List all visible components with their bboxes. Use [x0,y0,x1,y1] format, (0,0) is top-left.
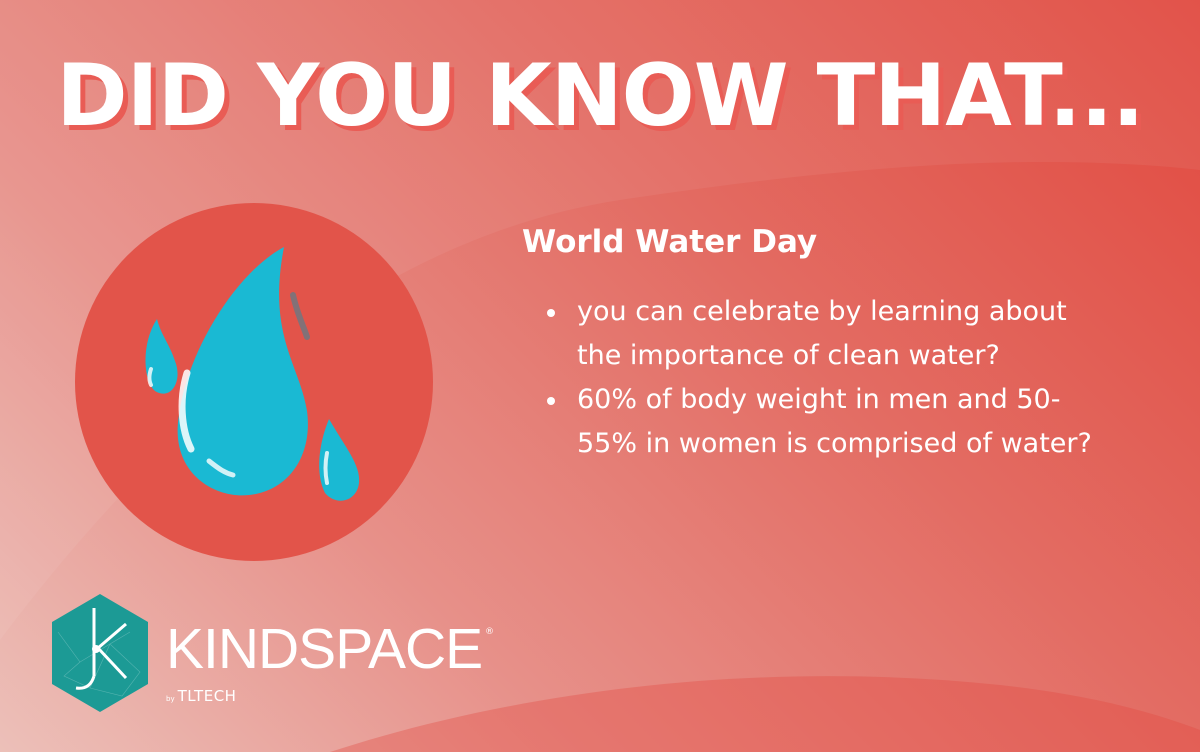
brand-maker-label: TLTECH [177,687,237,705]
fact-item: 60% of body weight in men and 50-55% in … [545,378,1105,466]
kindspace-logo [52,594,148,712]
water-drop-icon [145,247,360,501]
fact-list: you can celebrate by learning about the … [545,290,1105,466]
brand-name: KINDSPACE [166,617,483,681]
subtitle: World Water Day [522,224,818,260]
headline: DID YOU KNOW THAT... [56,46,1144,146]
brand-maker: by TLTECH [166,686,236,705]
brand-by-label: by [166,695,175,703]
fact-item: you can celebrate by learning about the … [545,290,1105,378]
registered-mark: ® [485,627,494,637]
